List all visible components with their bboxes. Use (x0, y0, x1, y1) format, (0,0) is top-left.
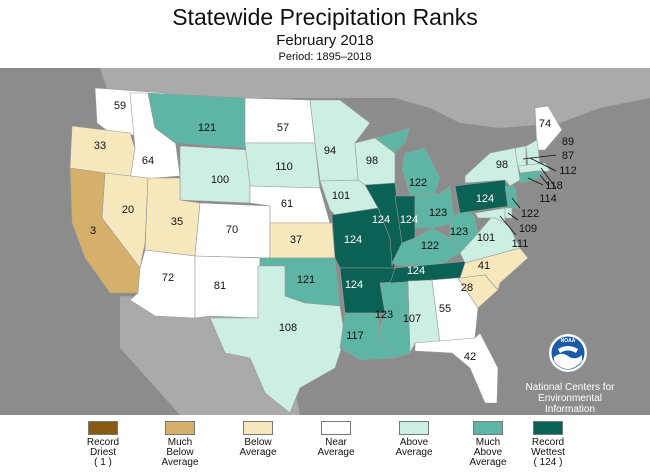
state-ct (519, 170, 537, 184)
rank-wv: 123 (450, 226, 468, 238)
legend-swatch (399, 421, 429, 435)
legend-item-record-wettest: Record Wettest ( 124 ) (508, 421, 588, 468)
rank-nv: 20 (122, 204, 134, 216)
legend-swatch (533, 421, 563, 435)
state-ny (464, 147, 521, 187)
rank-sc: 28 (461, 282, 473, 294)
rank-wa: 59 (114, 100, 126, 112)
rank-ia: 101 (332, 190, 350, 202)
credit-block: National Centers for Environmental Infor… (515, 382, 625, 426)
rank-or: 33 (94, 140, 106, 152)
rank-fl: 42 (464, 351, 476, 363)
rank-sd: 110 (275, 161, 293, 173)
credit-line-1: National Centers for (525, 382, 615, 393)
state-nj (504, 185, 519, 209)
legend-item-above: Above Average (374, 421, 454, 458)
rank-oh: 123 (429, 207, 447, 219)
legend-item-much-below: Much Below Average (140, 421, 220, 468)
state-mt (147, 92, 246, 149)
rank-nh: 87 (562, 150, 574, 162)
noaa-logo-icon: NOAA (549, 334, 587, 372)
state-nc (459, 247, 529, 291)
rank-mo: 124 (344, 234, 362, 246)
state-ma (517, 162, 551, 174)
map-title: Statewide Precipitation Ranks (172, 4, 478, 30)
state-il (364, 182, 403, 267)
state-fl (414, 332, 499, 404)
legend: Record Driest ( 1 ) Much Below Average B… (0, 415, 650, 475)
rank-ne: 61 (281, 198, 293, 210)
map-area: 59 33 3 64 20 121 100 35 72 70 81 57 110… (0, 68, 650, 425)
rank-wy: 100 (211, 174, 229, 186)
credit-line-2: Environmental (538, 393, 602, 404)
rank-nc: 41 (478, 260, 490, 272)
rank-va: 101 (477, 232, 495, 244)
rank-la: 117 (346, 330, 364, 342)
rank-md: 111 (512, 238, 529, 250)
map-subtitle: February 2018 (276, 32, 374, 49)
legend-swatch (243, 421, 273, 435)
rank-ma: 112 (559, 165, 577, 177)
rank-il: 124 (372, 214, 390, 226)
rank-ct: 114 (539, 193, 557, 205)
rank-ut: 35 (171, 216, 183, 228)
us-map: 59 33 3 64 20 121 100 35 72 70 81 57 110… (0, 68, 650, 415)
rank-co: 70 (226, 224, 238, 236)
state-tx (209, 265, 346, 414)
rank-nm: 81 (214, 280, 226, 292)
rank-ny: 98 (496, 159, 508, 171)
legend-item-below: Below Average (218, 421, 298, 458)
legend-item-record-driest: Record Driest ( 1 ) (63, 421, 143, 468)
rank-ri: 118 (545, 180, 563, 192)
callout-lines (499, 154, 557, 236)
rank-az: 72 (162, 272, 174, 284)
canada-land (0, 68, 650, 128)
rank-ky: 122 (421, 240, 439, 252)
legend-swatch (473, 421, 503, 435)
rank-ar: 124 (345, 279, 363, 291)
rank-ca: 3 (90, 225, 96, 237)
legend-item-near: Near Average (296, 421, 376, 458)
state-nd (244, 97, 316, 144)
legend-item-much-above: Much Above Average (448, 421, 528, 468)
rank-ms: 123 (375, 309, 393, 321)
rank-me: 74 (539, 118, 551, 130)
state-nm (194, 255, 261, 319)
rank-ga: 55 (439, 303, 451, 315)
rank-pa: 124 (476, 193, 494, 205)
rank-ok: 121 (297, 274, 315, 286)
legend-swatch (88, 421, 118, 435)
legend-swatch (321, 421, 351, 435)
rank-de: 109 (519, 223, 537, 235)
rank-tx: 108 (279, 322, 297, 334)
rank-wi: 98 (366, 155, 378, 167)
credit-line-3: Information (544, 404, 596, 415)
credit-date: Mon Mar 5 2018 (537, 415, 603, 425)
rank-ks: 37 (290, 234, 302, 246)
rank-mn: 94 (324, 145, 336, 157)
rank-mt: 121 (198, 122, 216, 134)
rank-id: 64 (142, 155, 154, 167)
state-md (474, 207, 506, 224)
rank-mi: 122 (409, 177, 427, 189)
rank-al: 107 (403, 313, 421, 325)
rank-nj: 122 (521, 208, 539, 220)
state-ga (431, 277, 479, 344)
rank-in: 124 (400, 214, 418, 226)
state-mi (374, 127, 441, 197)
state-nv (101, 172, 149, 269)
map-period: Period: 1895–2018 (278, 51, 372, 63)
state-ks (269, 222, 336, 259)
legend-swatch (165, 421, 195, 435)
rank-nd: 57 (277, 122, 289, 134)
rank-vt: 89 (562, 136, 574, 148)
rank-tn: 124 (407, 265, 425, 277)
svg-text:NOAA: NOAA (561, 338, 576, 344)
